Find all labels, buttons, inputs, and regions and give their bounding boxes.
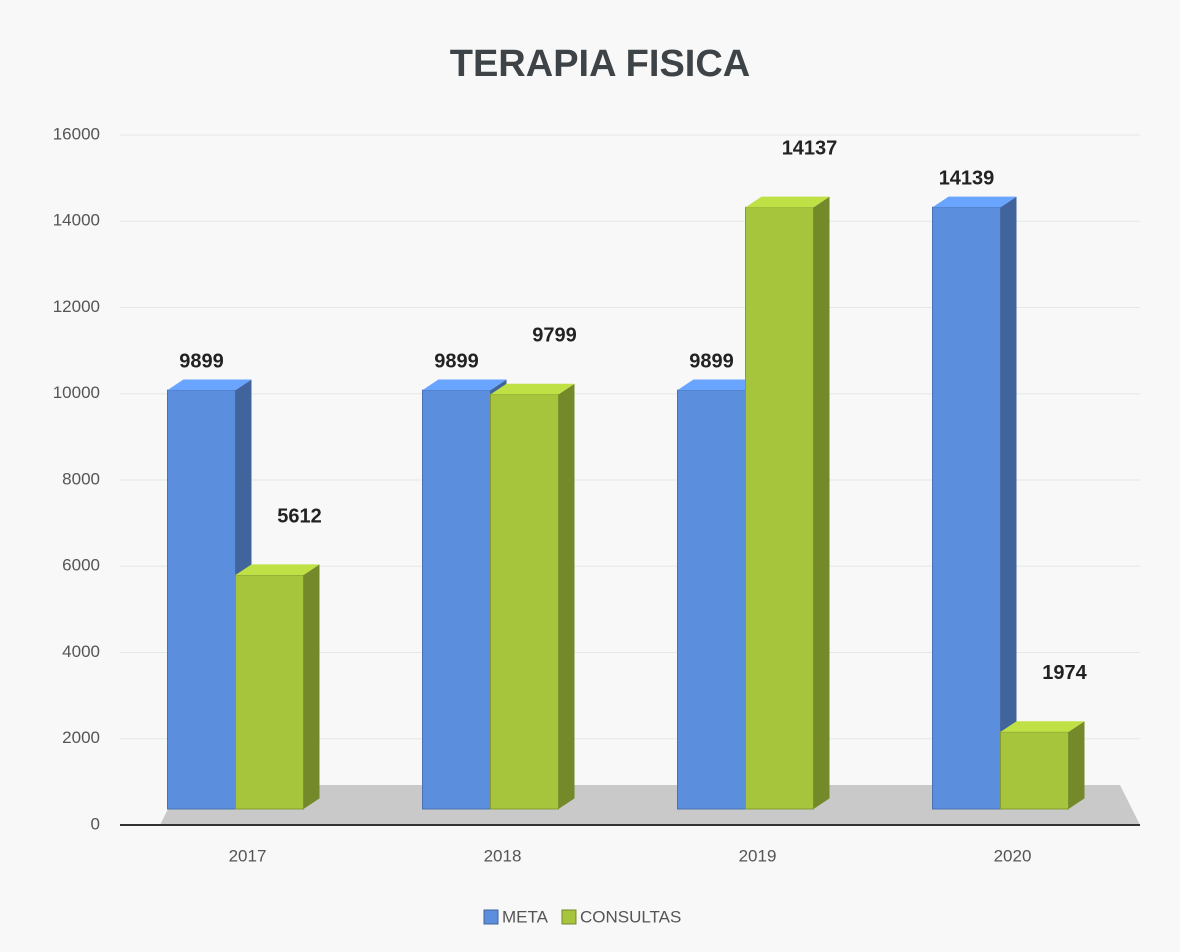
bar [490,383,575,810]
x-tick-label: 2020 [994,846,1032,865]
legend-label: CONSULTAS [580,907,681,926]
bar-front [932,206,1001,810]
bar-side [303,564,320,809]
x-tick-label: 2019 [739,846,777,865]
bar-top [1000,721,1085,732]
x-tick-label: 2017 [229,846,267,865]
bar-top [932,196,1017,208]
y-tick-label: 10000 [53,383,100,402]
bar-top [235,564,320,575]
bar-top [677,379,762,391]
floor [160,785,1140,825]
y-tick-label: 0 [91,814,100,833]
bar-front [745,206,814,810]
data-label: 14137 [782,138,838,160]
y-tick-label: 2000 [62,728,100,747]
y-tick-label: 16000 [53,124,100,143]
bar [745,196,830,810]
data-label: 14139 [939,168,995,190]
x-tick-label: 2018 [484,846,522,865]
y-tick-label: 4000 [62,642,100,661]
bar-top [745,196,830,208]
bar [932,196,1017,810]
chart-title: TERAPIA FISICA [450,43,751,85]
y-tick-label: 12000 [53,297,100,316]
data-label: 1974 [1042,662,1087,684]
y-tick-label: 6000 [62,556,100,575]
bar-front [677,389,746,810]
bar-front [1000,731,1069,810]
data-label: 9899 [179,350,224,372]
data-label: 9799 [532,325,577,347]
data-label: 5612 [277,505,322,527]
data-label: 9899 [689,350,734,372]
bar-top [422,379,507,391]
bar-front [422,389,491,810]
bar-side [813,196,830,810]
bar-front [490,393,559,810]
legend-swatch [561,909,577,925]
bar-top [490,383,575,395]
bar-side [1068,721,1085,809]
y-tick-label: 14000 [53,211,100,230]
legend-swatch [483,909,499,925]
legend-label: META [502,907,549,926]
data-label: 9899 [434,350,479,372]
bar-side [1000,196,1017,809]
bar [1000,721,1085,810]
bar [235,564,320,810]
bar-front [235,574,304,810]
y-tick-label: 8000 [62,469,100,488]
bar-front [167,389,236,810]
bar-top [167,379,252,391]
bar-side [558,383,575,809]
